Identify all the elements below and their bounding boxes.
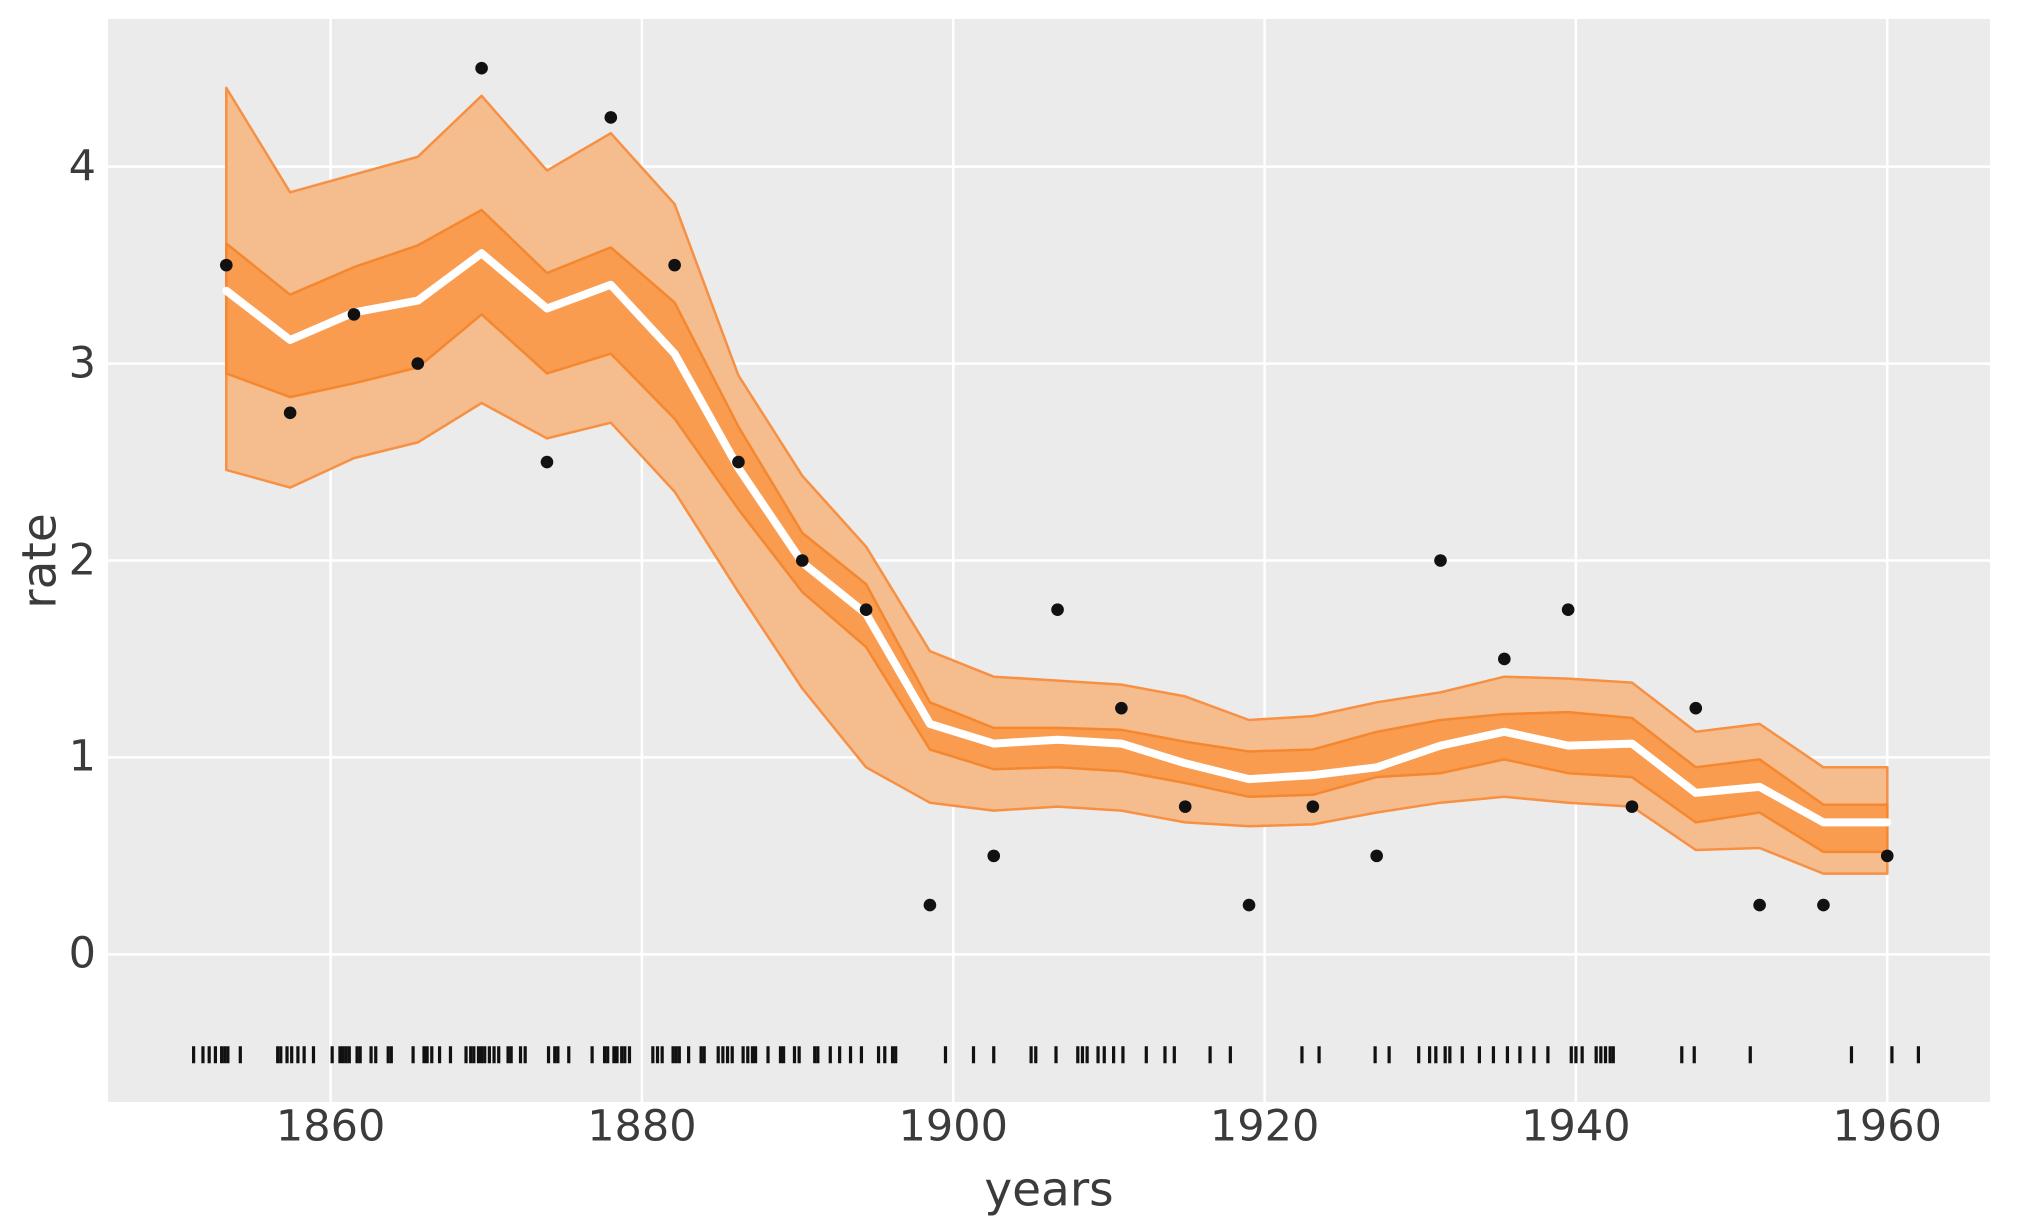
x-axis-title: years bbox=[984, 1162, 1114, 1218]
posterior-mean-line bbox=[222, 249, 1892, 827]
y-tick-label: 1 bbox=[68, 731, 96, 782]
data-point bbox=[1817, 898, 1830, 912]
data-point bbox=[347, 308, 361, 321]
x-tick-label: 1960 bbox=[1832, 1101, 1942, 1152]
data-point bbox=[795, 554, 809, 567]
data-point bbox=[987, 849, 1001, 863]
y-axis-title: rate bbox=[12, 512, 68, 609]
data-point bbox=[475, 61, 488, 75]
y-tick-label: 4 bbox=[68, 141, 96, 192]
data-point bbox=[604, 111, 618, 124]
x-tick-label: 1860 bbox=[275, 1101, 386, 1152]
data-point bbox=[1306, 800, 1320, 813]
data-point bbox=[283, 406, 297, 420]
data-point bbox=[1051, 603, 1064, 617]
data-point bbox=[923, 898, 937, 912]
x-tick-label: 1920 bbox=[1209, 1101, 1320, 1152]
data-point bbox=[1753, 898, 1766, 912]
y-tick-label: 3 bbox=[68, 338, 96, 389]
y-tick-label: 0 bbox=[68, 928, 96, 979]
data-point bbox=[1434, 554, 1447, 567]
data-point bbox=[1625, 800, 1639, 813]
y-tick-label: 2 bbox=[68, 535, 96, 585]
data-point bbox=[1370, 849, 1383, 863]
hdi-inner-band bbox=[225, 208, 1889, 854]
data-point bbox=[220, 258, 233, 272]
data-point bbox=[411, 357, 425, 370]
data-point bbox=[1115, 701, 1128, 715]
x-tick-label: 1940 bbox=[1521, 1101, 1631, 1152]
data-point bbox=[540, 455, 554, 469]
data-point bbox=[1178, 800, 1192, 813]
x-tick-label: 1900 bbox=[898, 1101, 1008, 1152]
x-tick-label: 1880 bbox=[587, 1101, 697, 1152]
data-point bbox=[668, 258, 681, 272]
data-point bbox=[859, 603, 873, 617]
data-point bbox=[1242, 898, 1256, 912]
data-point bbox=[1880, 849, 1894, 863]
data-point bbox=[732, 455, 745, 469]
data-point bbox=[1689, 701, 1703, 715]
data-point bbox=[1498, 652, 1511, 666]
data-point bbox=[1561, 603, 1575, 617]
